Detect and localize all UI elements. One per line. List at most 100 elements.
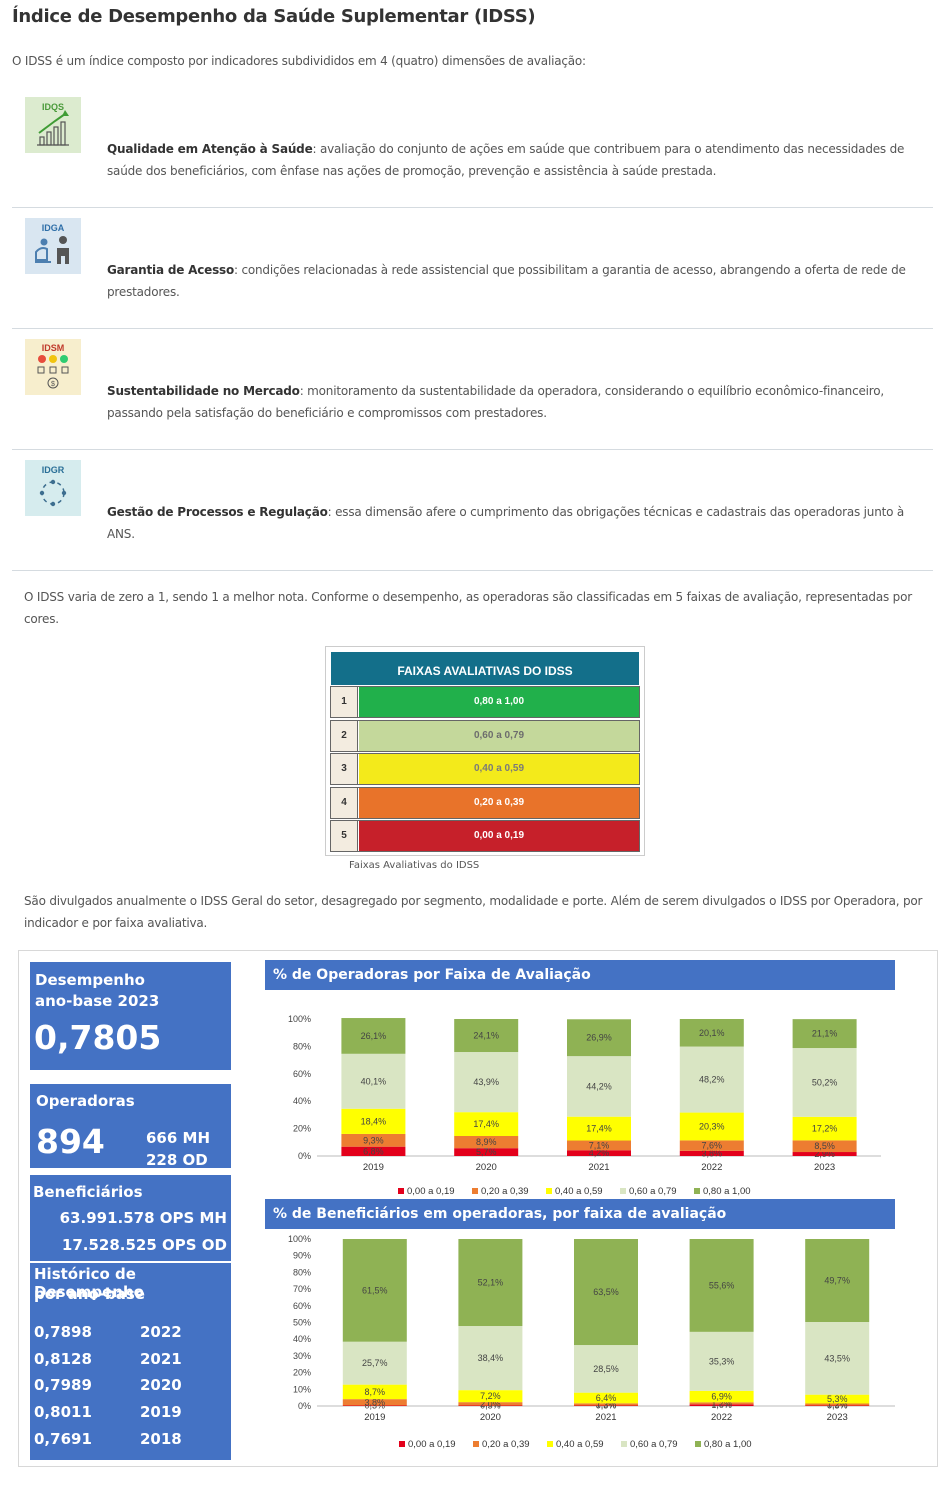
chart-title: % de Operadoras por Faixa de Avaliação <box>265 960 895 990</box>
data-label: 43,9% <box>473 1077 499 1087</box>
bar-segment <box>567 1140 631 1151</box>
data-label: 8,5% <box>814 1141 835 1151</box>
data-label: 25,7% <box>362 1358 388 1368</box>
bar-segment <box>342 1341 407 1385</box>
legend-swatch <box>621 1441 627 1447</box>
y-tick-label: 70% <box>293 1284 311 1294</box>
bar-segment <box>805 1321 870 1395</box>
legend-swatch <box>695 1441 701 1447</box>
y-tick-label: 40% <box>293 1334 311 1344</box>
bar-segment <box>454 1148 519 1156</box>
y-tick-label: 0% <box>298 1151 311 1161</box>
faixas-table: FAIXAS AVALIATIVAS DO IDSS 1 0,80 a 1,00 2… <box>325 646 645 856</box>
beneficiarios-card: Beneficiários 63.991.578 OPS MH 17.528.5… <box>30 1175 231 1261</box>
x-tick-label: 2020 <box>480 1412 501 1423</box>
legend-label: 0,40 a 0,59 <box>555 1186 603 1196</box>
data-label: 61,5% <box>362 1285 388 1295</box>
bar-segment <box>574 1403 638 1406</box>
faixa-range: 0,80 a 1,00 <box>359 687 639 717</box>
process-cycle-icon: IDGR <box>25 460 81 516</box>
y-tick-label: 30% <box>293 1351 311 1361</box>
bar-segment <box>458 1326 523 1391</box>
bar-segment <box>679 1140 744 1151</box>
data-label: 7,2% <box>480 1391 501 1401</box>
data-label: 38,4% <box>478 1353 504 1363</box>
dimension-row-idgr: IDGR Gestão de Processos e Regulação: es… <box>12 450 933 571</box>
y-tick-label: 80% <box>293 1267 311 1277</box>
data-label: 35,3% <box>709 1356 735 1366</box>
data-label: 2,9% <box>814 1149 835 1159</box>
bar-segment <box>341 1133 406 1147</box>
data-label: 8,7% <box>365 1387 386 1397</box>
faixa-range: 0,40 a 0,59 <box>359 754 639 784</box>
legend-label: 0,20 a 0,39 <box>482 1439 530 1450</box>
data-label: 4,2% <box>589 1148 610 1158</box>
bar-segment <box>679 1046 744 1113</box>
x-tick-label: 2021 <box>595 1412 616 1423</box>
faixa-number: 3 <box>331 754 358 784</box>
faixa-range: 0,00 a 0,19 <box>359 821 639 851</box>
faixa-number: 5 <box>331 821 358 851</box>
bar-segment <box>689 1404 754 1406</box>
legend-label: 0,00 a 0,19 <box>408 1439 456 1450</box>
data-label: 1,3% <box>596 1399 617 1409</box>
faixa-number: 1 <box>331 687 358 717</box>
y-tick-label: 50% <box>293 1318 311 1328</box>
bar-segment <box>458 1405 523 1406</box>
data-label: 7,6% <box>702 1141 723 1151</box>
data-label: 17,4% <box>586 1124 612 1134</box>
legend-label: 0,80 a 1,00 <box>704 1439 752 1450</box>
data-label: 0,3% <box>365 1401 386 1411</box>
x-tick-label: 2022 <box>711 1412 732 1423</box>
growth-chart-icon: IDQS <box>25 97 81 153</box>
data-label: 17,4% <box>473 1119 499 1129</box>
data-label: 6,9% <box>711 1392 732 1402</box>
bar-segment <box>458 1239 523 1327</box>
bar-segment <box>342 1399 407 1406</box>
faixa-number: 4 <box>331 787 358 818</box>
bar-segment <box>792 1019 857 1049</box>
bar-segment <box>574 1345 638 1393</box>
bar-segment <box>341 1053 406 1109</box>
historico-year: 2019 <box>140 1403 182 1422</box>
historico-value: 0,7989 <box>34 1376 92 1395</box>
dimension-description: Sustentabilidade no Mercado: monitoramen… <box>107 384 885 420</box>
bar-segment <box>567 1056 631 1117</box>
y-tick-label: 100% <box>288 1234 311 1244</box>
legend-label: 0,20 a 0,39 <box>481 1186 529 1196</box>
dimension-row-idga: IDGA Garantia de Acesso: condições relac… <box>12 208 933 329</box>
bar-segment <box>341 1108 406 1134</box>
x-tick-label: 2021 <box>588 1162 609 1173</box>
faixa-row: 5 0,00 a 0,19 <box>330 820 640 852</box>
bar-segment <box>458 1402 523 1406</box>
operadoras-total: 894 <box>36 1122 105 1161</box>
bar-segment <box>805 1239 870 1322</box>
data-label: 0,3% <box>596 1401 617 1411</box>
bar-segment <box>679 1112 744 1141</box>
faixa-row: 1 0,80 a 1,00 <box>330 686 640 718</box>
svg-text:$: $ <box>51 381 55 388</box>
y-tick-label: 20% <box>293 1124 311 1134</box>
bar-segment <box>689 1390 754 1403</box>
desempenho-card: Desempenho ano-base 2023 0,7805 <box>30 962 231 1070</box>
faixa-row: 4 0,20 a 0,39 <box>330 786 640 819</box>
bar-segment <box>567 1116 631 1141</box>
x-tick-label: 2019 <box>363 1162 384 1173</box>
y-tick-label: 100% <box>288 1014 311 1024</box>
legend-label: 0,40 a 0,59 <box>556 1439 604 1450</box>
dimension-description: Qualidade em Atenção à Saúde: avaliação … <box>107 142 905 178</box>
faixa-range: 0,20 a 0,39 <box>359 787 639 818</box>
bar-segment <box>792 1140 857 1153</box>
data-label: 3,8% <box>365 1397 386 1407</box>
legend-label: 0,60 a 0,79 <box>629 1186 677 1196</box>
data-label: 50,2% <box>812 1077 838 1087</box>
scale-text: O IDSS varia de zero a 1, sendo 1 a melh… <box>24 590 912 626</box>
data-label: 63,5% <box>593 1287 619 1297</box>
legend-swatch <box>398 1188 404 1194</box>
legend-swatch <box>473 1441 479 1447</box>
x-tick-label: 2019 <box>364 1412 385 1423</box>
legend-label: 0,60 a 0,79 <box>630 1439 678 1450</box>
data-label: 8,9% <box>476 1137 497 1147</box>
historico-value: 0,7691 <box>34 1429 92 1448</box>
bar-segment <box>792 1048 857 1117</box>
